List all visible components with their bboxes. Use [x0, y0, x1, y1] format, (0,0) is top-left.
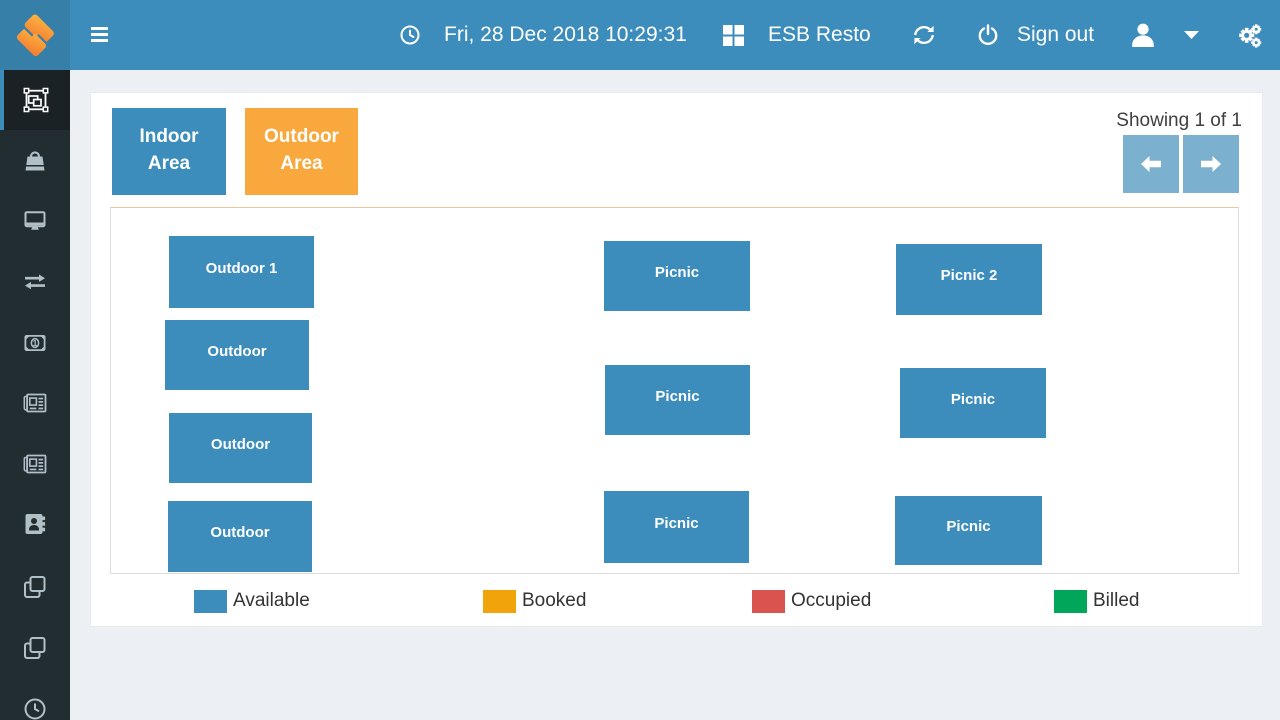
svg-text:1: 1: [33, 338, 38, 348]
